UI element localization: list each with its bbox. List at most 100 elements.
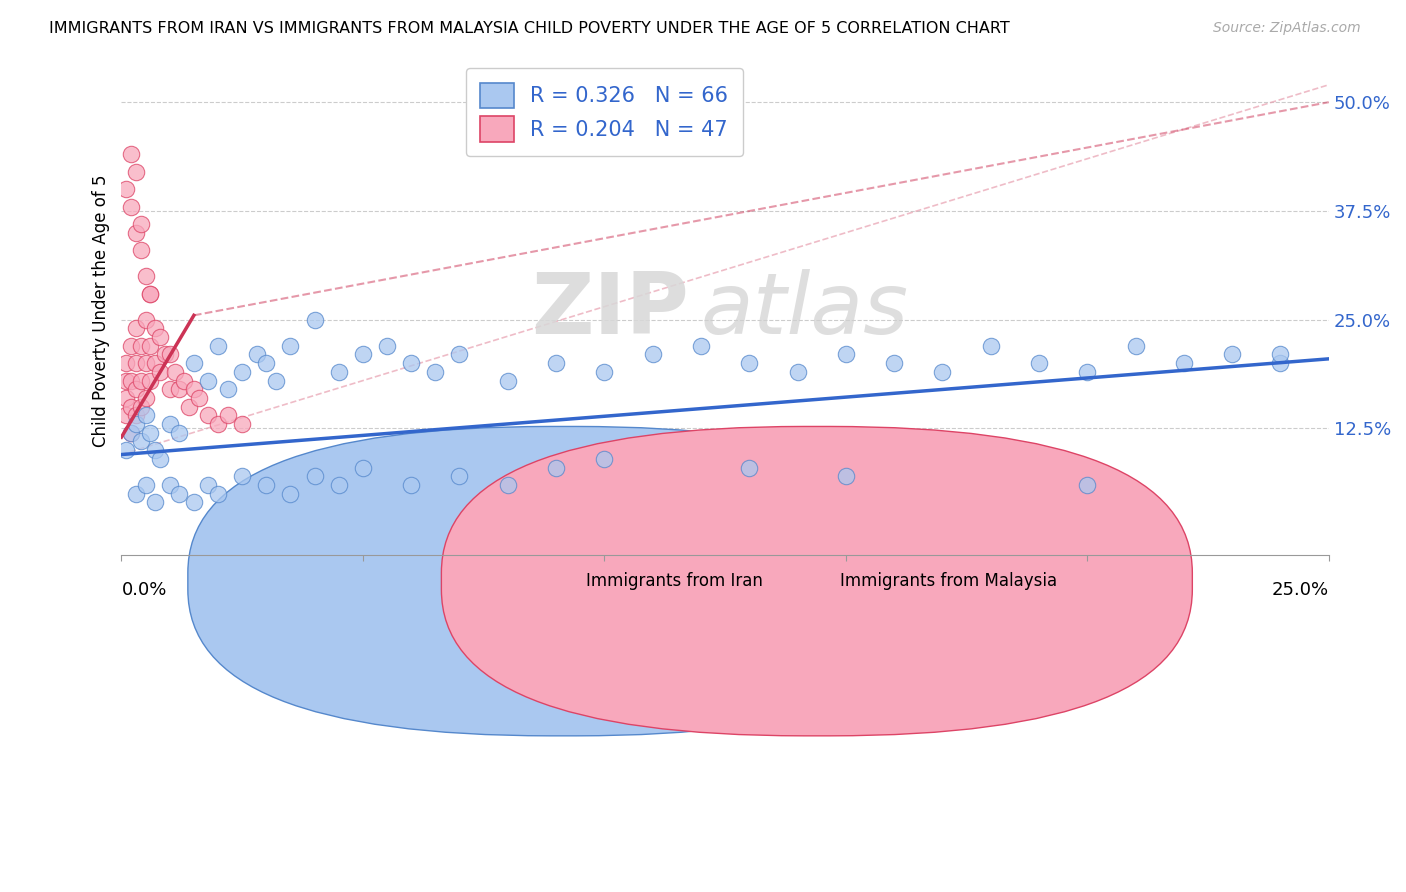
Text: Immigrants from Iran: Immigrants from Iran <box>586 572 763 591</box>
Point <box>546 460 568 475</box>
Point <box>546 356 568 370</box>
Point <box>352 347 374 361</box>
Point <box>197 374 219 388</box>
Point <box>1125 339 1147 353</box>
Point <box>125 165 148 179</box>
Point <box>593 365 616 379</box>
Point <box>1173 356 1195 370</box>
Point <box>1270 347 1292 361</box>
Point <box>169 425 191 440</box>
Point <box>129 374 152 388</box>
Point <box>207 417 229 431</box>
Point <box>254 478 277 492</box>
Point <box>129 217 152 231</box>
Text: Source: ZipAtlas.com: Source: ZipAtlas.com <box>1213 21 1361 36</box>
Point <box>231 365 253 379</box>
Text: 0.0%: 0.0% <box>121 582 167 599</box>
Point <box>163 365 186 379</box>
Point <box>125 417 148 431</box>
Point <box>593 451 616 466</box>
Point <box>125 321 148 335</box>
Point <box>135 391 157 405</box>
Point <box>738 356 761 370</box>
Point <box>143 443 166 458</box>
Point <box>120 425 142 440</box>
Point <box>183 495 205 509</box>
Point <box>217 409 239 423</box>
Point <box>835 347 858 361</box>
Point <box>125 409 148 423</box>
FancyBboxPatch shape <box>441 426 1192 736</box>
Point <box>187 391 209 405</box>
Point <box>159 417 181 431</box>
Point <box>120 200 142 214</box>
Point <box>690 339 713 353</box>
Point <box>304 469 326 483</box>
Text: atlas: atlas <box>702 269 908 352</box>
Point <box>143 495 166 509</box>
Point <box>139 286 162 301</box>
Legend: R = 0.326   N = 66, R = 0.204   N = 47: R = 0.326 N = 66, R = 0.204 N = 47 <box>465 68 742 156</box>
Point <box>641 347 664 361</box>
Point <box>149 451 172 466</box>
Point <box>173 374 195 388</box>
Point <box>139 425 162 440</box>
Point <box>159 347 181 361</box>
Point <box>135 478 157 492</box>
Point <box>207 339 229 353</box>
Point <box>246 347 269 361</box>
Point <box>115 391 138 405</box>
Point <box>129 339 152 353</box>
Point <box>786 365 808 379</box>
Point <box>738 460 761 475</box>
Point <box>135 409 157 423</box>
Point <box>139 286 162 301</box>
Point <box>143 321 166 335</box>
Point <box>129 243 152 257</box>
Point <box>125 382 148 396</box>
Point <box>280 339 302 353</box>
Point <box>120 374 142 388</box>
Point <box>177 400 200 414</box>
Point <box>1220 347 1243 361</box>
Point <box>125 486 148 500</box>
Point <box>149 330 172 344</box>
Point <box>399 478 422 492</box>
Point <box>120 425 142 440</box>
Point <box>125 226 148 240</box>
Point <box>115 409 138 423</box>
Y-axis label: Child Poverty Under the Age of 5: Child Poverty Under the Age of 5 <box>93 175 110 447</box>
Point <box>139 339 162 353</box>
Point <box>496 374 519 388</box>
Point <box>120 400 142 414</box>
Point <box>1076 365 1098 379</box>
Point <box>129 434 152 449</box>
Point <box>115 374 138 388</box>
Point <box>425 365 447 379</box>
Text: IMMIGRANTS FROM IRAN VS IMMIGRANTS FROM MALAYSIA CHILD POVERTY UNDER THE AGE OF : IMMIGRANTS FROM IRAN VS IMMIGRANTS FROM … <box>49 21 1010 37</box>
Point <box>115 356 138 370</box>
Point <box>135 269 157 284</box>
Point <box>449 469 471 483</box>
Point <box>120 147 142 161</box>
Point <box>197 478 219 492</box>
FancyBboxPatch shape <box>188 426 939 736</box>
Point <box>931 365 953 379</box>
Text: Immigrants from Malaysia: Immigrants from Malaysia <box>839 572 1057 591</box>
Point <box>449 347 471 361</box>
Point <box>264 374 287 388</box>
Point <box>496 478 519 492</box>
Point <box>304 312 326 326</box>
Point <box>328 478 350 492</box>
Point <box>1270 356 1292 370</box>
Point <box>280 486 302 500</box>
Point <box>217 382 239 396</box>
Point <box>231 469 253 483</box>
Point <box>159 478 181 492</box>
Point <box>328 365 350 379</box>
Point <box>883 356 905 370</box>
Point <box>197 409 219 423</box>
Point <box>135 312 157 326</box>
Point <box>129 400 152 414</box>
Point <box>254 356 277 370</box>
